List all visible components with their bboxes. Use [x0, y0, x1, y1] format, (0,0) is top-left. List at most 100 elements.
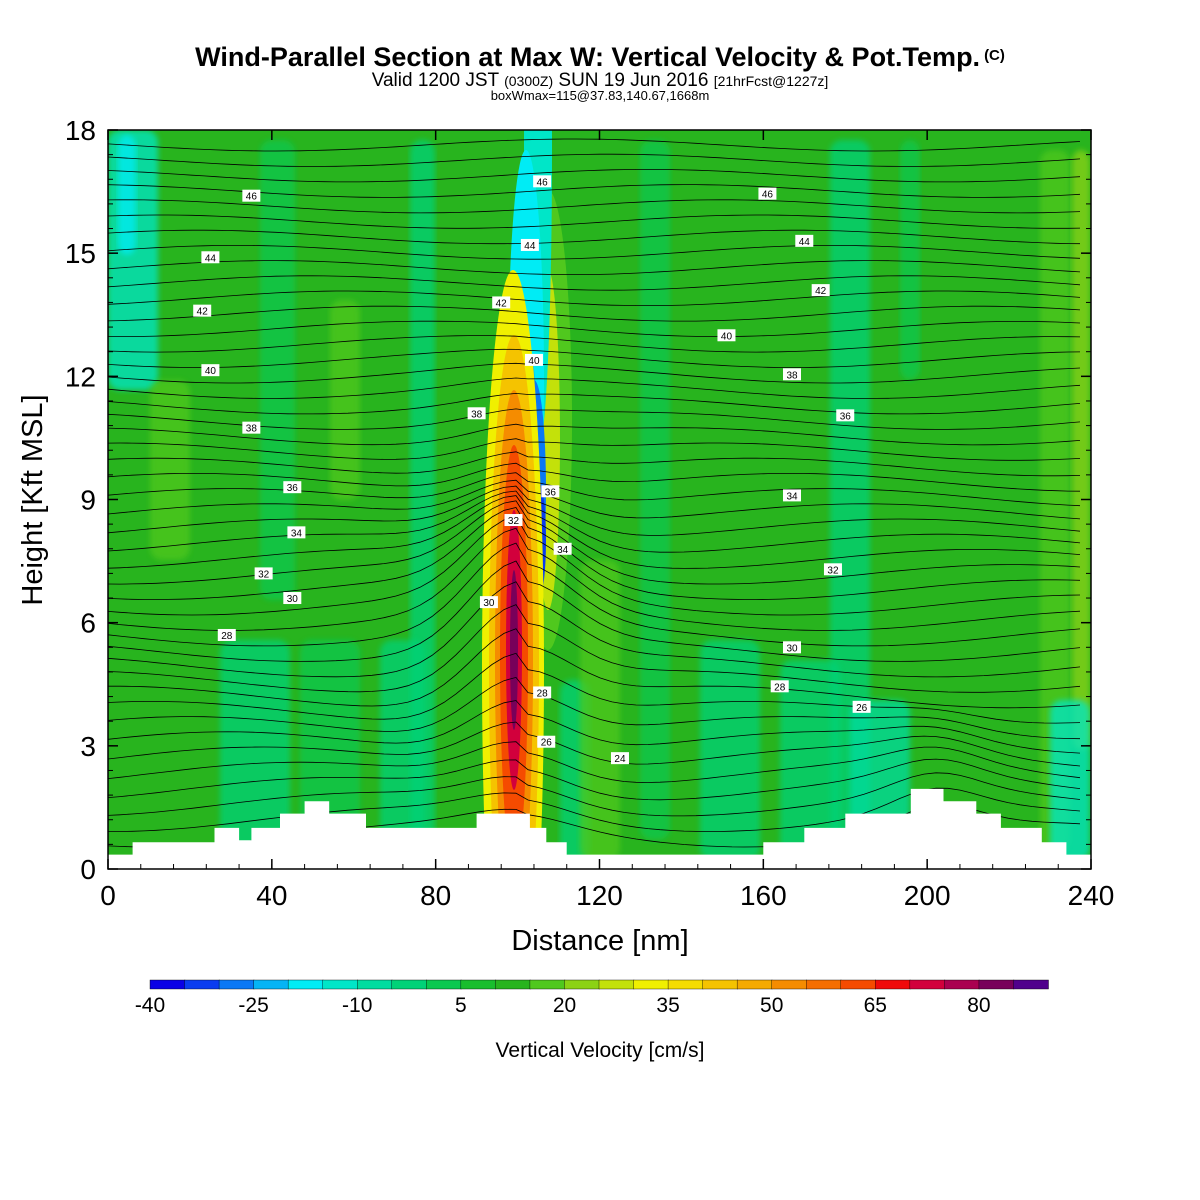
field-patch	[380, 640, 425, 840]
colorbar-swatch	[944, 979, 980, 990]
contour-label: 28	[221, 631, 233, 642]
colorbar-swatch	[426, 979, 462, 990]
valid-utc: (0300Z)	[504, 73, 554, 89]
field-patch	[1040, 150, 1070, 850]
boxw-line: boxWmax=115@37.83,140.67,1668m	[490, 88, 710, 103]
contour-label: 30	[483, 598, 495, 609]
contour-labels: 46 44 42 40 38 36 34 32 30 28 46 44 42 40 38 36 32 34 30 28…	[193, 175, 871, 765]
colorbar-swatch	[529, 979, 566, 990]
theta-contour-line	[108, 772, 1081, 817]
y-tick-label: 15	[65, 238, 96, 269]
field-patch	[780, 660, 840, 860]
theta-contour-line	[108, 290, 1081, 306]
chart-title: Wind-Parallel Section at Max W: Vertical…	[0, 40, 1200, 73]
contour-label-bg	[852, 700, 871, 713]
y-tick-label: 6	[80, 608, 96, 639]
theta-contour-line	[108, 138, 1081, 152]
theta-contour-line	[108, 479, 1081, 520]
theta-contour-line	[108, 700, 1081, 754]
theta-contour-line	[108, 758, 1081, 801]
colorbar-swatch	[391, 979, 428, 990]
contour-label: 46	[762, 190, 774, 201]
theta-contour-line	[108, 527, 1081, 631]
theta-contour-line	[108, 628, 1081, 709]
valid-date: SUN 19 Jun 2016	[558, 70, 709, 91]
y-axis-label: Height [Kft MSL]	[17, 394, 49, 605]
theta-contour-line	[108, 229, 1081, 245]
contour-label-bg	[242, 189, 261, 202]
x-tick-label: 240	[1068, 880, 1115, 911]
colorbar-tick-label: 20	[553, 994, 576, 1017]
contour-label: 34	[786, 491, 798, 502]
contour-label: 46	[537, 177, 549, 188]
theta-contour-line	[108, 495, 1081, 569]
colorbar-swatch	[909, 979, 946, 990]
colorbar-swatch	[840, 979, 877, 990]
valid-time-line: Valid 1200 JST (0300Z) SUN 19 Jun 2016 […	[0, 70, 1200, 91]
contour-label-bg	[201, 251, 220, 264]
theta-contour-line	[108, 423, 1081, 446]
contour-label-bg	[201, 364, 220, 377]
field-patch	[640, 140, 670, 840]
contour-label-bg	[717, 329, 736, 342]
contour-label-bg	[492, 296, 511, 309]
contour-label-bg	[287, 526, 306, 539]
x-axis-label: Distance [nm]	[511, 925, 688, 957]
forecast-info: [21hrFcst@1227z]	[713, 73, 829, 89]
y-tick-label: 12	[65, 361, 96, 392]
contour-label-bg	[467, 407, 486, 420]
field-patch	[580, 560, 620, 860]
theta-contour-line	[108, 721, 1081, 767]
colorbar-swatch	[736, 979, 773, 990]
contour-label-bg	[610, 752, 629, 765]
contour-label-bg	[524, 353, 543, 366]
contour-label-bg	[533, 175, 552, 188]
contour-label: 40	[528, 356, 540, 367]
contour-label: 34	[557, 545, 569, 556]
field-patch	[1050, 700, 1090, 860]
colorbar-swatch	[322, 979, 358, 990]
colorbar-swatch	[978, 979, 1015, 990]
x-tick-label: 120	[576, 880, 623, 911]
field-patch	[830, 140, 870, 840]
theta-contour-line	[108, 542, 1081, 647]
theta-contour-line	[108, 485, 1081, 536]
colorbar-swatch	[633, 979, 669, 990]
colorbar-tick-label: -40	[135, 994, 165, 1017]
theta-contour-line	[108, 560, 1081, 662]
theta-contour-line	[108, 153, 1081, 167]
contour-label: 26	[541, 738, 553, 749]
chart-title-block: Wind-Parallel Section at Max W: Vertical…	[0, 40, 1200, 102]
colorbar-swatch	[495, 979, 531, 990]
theta-contour-line	[108, 214, 1081, 229]
x-tick-label: 80	[420, 880, 451, 911]
contour-label-bg	[783, 641, 802, 654]
colorbar-swatch	[564, 979, 600, 990]
colorbar-swatch	[184, 979, 220, 990]
field-patch	[150, 380, 190, 560]
contour-label-bg	[254, 567, 273, 580]
theta-contour-line	[108, 581, 1081, 678]
contour-label: 38	[786, 370, 798, 381]
theta-contour-line	[108, 490, 1081, 553]
x-tick-label: 0	[100, 880, 116, 911]
field-patch	[900, 140, 920, 380]
colorbar-tick-label: 65	[864, 994, 887, 1017]
contour-label-bg	[520, 238, 539, 251]
contour-label-bg	[783, 368, 802, 381]
colorbar-swatch	[460, 979, 497, 990]
contour-label-bg	[553, 542, 572, 555]
theta-contour-line	[108, 275, 1081, 291]
x-tick-label: 160	[740, 880, 787, 911]
contour-label-bg	[758, 187, 777, 200]
contour-label-bg	[795, 234, 814, 247]
contour-label: 32	[508, 516, 520, 527]
contour-label-bg	[193, 304, 212, 317]
contour-label: 42	[197, 307, 209, 318]
theta-contour-line	[108, 199, 1081, 214]
contour-label: 40	[721, 331, 733, 342]
theta-contour-line	[108, 408, 1081, 430]
theta-contour-line	[108, 362, 1081, 384]
